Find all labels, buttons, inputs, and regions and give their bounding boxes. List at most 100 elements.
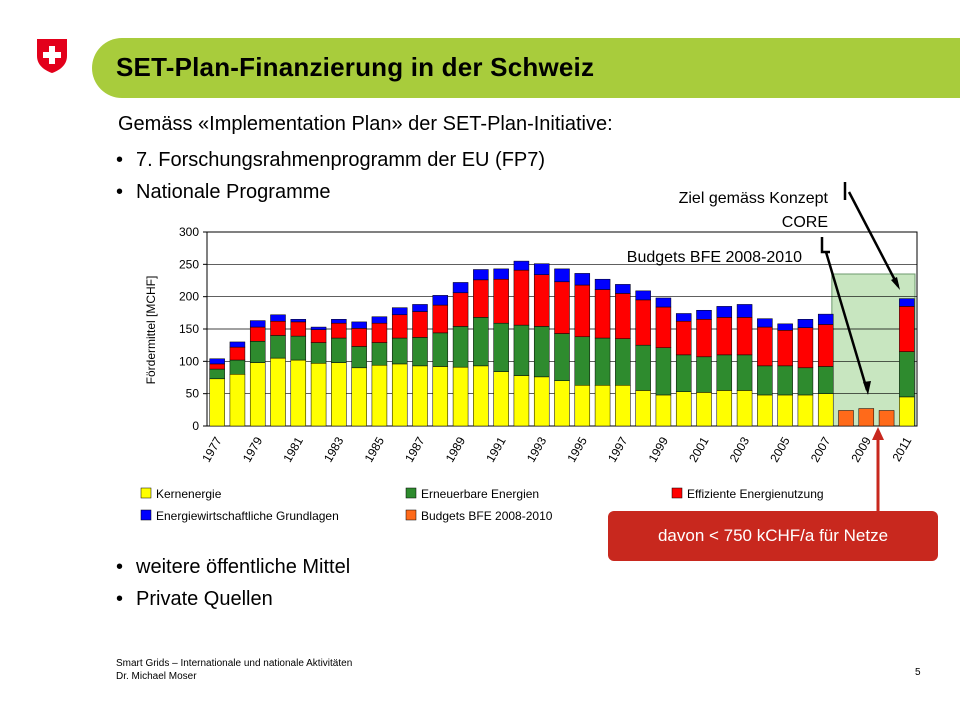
core-annotation-line2: CORE (781, 214, 828, 231)
bar-segment-effiziente-energienutzung (290, 321, 307, 337)
bar-segment-effiziente-energienutzung (635, 299, 651, 346)
bar-segment-effiziente-energienutzung (554, 281, 570, 334)
bar-segment-energiewirtschaftliche-grundlagen (757, 318, 773, 328)
bar-segment-energiewirtschaftliche-grundlagen (817, 313, 834, 325)
bar-segment-effiziente-energienutzung (696, 319, 712, 358)
budget-pointer-line (824, 251, 869, 391)
bar-segment-kernenergie (310, 363, 327, 427)
bar-segment-erneuerbare-energien (310, 342, 327, 364)
bullet-list-bottom: weitere öffentliche Mittel Private Quell… (116, 551, 350, 615)
bar-segment-effiziente-energienutzung (615, 293, 631, 339)
bar-segment-energiewirtschaftliche-grundlagen (229, 341, 246, 348)
bar-segment-kernenergie (331, 362, 347, 427)
bar-segment-kernenergie (716, 390, 733, 427)
y-tick-label: 150 (179, 322, 199, 336)
bar-segment-kernenergie (817, 393, 834, 427)
bar-segment-kernenergie (655, 394, 672, 427)
bar-segment-energiewirtschaftliche-grundlagen (533, 263, 550, 275)
y-axis-label: Fördermittel [MCHF] (144, 276, 158, 385)
bar-segment-effiziente-energienutzung (209, 363, 225, 370)
x-tick-label: 1979 (240, 434, 266, 464)
bar-segment-energiewirtschaftliche-grundlagen (290, 319, 307, 323)
bar-segment-energiewirtschaftliche-grundlagen (899, 298, 915, 307)
bar-segment-effiziente-energienutzung (757, 326, 773, 367)
bar-segment-erneuerbare-energien (270, 335, 286, 359)
bar-segment-energiewirtschaftliche-grundlagen (554, 268, 570, 283)
legend-label: Energiewirtschaftliche Grundlagen (156, 509, 339, 523)
legend-label: Erneuerbare Energien (421, 487, 539, 501)
bar-segment-effiziente-energienutzung (310, 329, 327, 343)
bar-segment-erneuerbare-energien (655, 347, 672, 396)
bar-segment-effiziente-energienutzung (513, 269, 530, 326)
bullet-item: weitere öffentliche Mittel (116, 551, 350, 583)
x-tick-label: 1977 (199, 434, 225, 464)
bar-segment-energiewirtschaftliche-grundlagen (513, 260, 530, 271)
bar-segment-energiewirtschaftliche-grundlagen (635, 290, 651, 301)
x-tick-label: 1987 (402, 434, 428, 464)
x-tick-label: 2011 (889, 434, 914, 464)
bar-segment-kernenergie (432, 366, 449, 427)
bar-segment-effiziente-energienutzung (270, 320, 286, 336)
bar-segment-effiziente-energienutzung (249, 326, 266, 342)
bar-segment-kernenergie (351, 367, 367, 427)
bar-segment-kernenergie (533, 376, 550, 427)
intro-text: Gemäss «Implementation Plan» der SET-Pla… (118, 113, 613, 135)
x-tick-label: 1989 (443, 434, 469, 464)
x-tick-label: 2001 (686, 434, 712, 464)
bar-segment-energiewirtschaftliche-grundlagen (391, 307, 408, 316)
budget-marker-line (820, 237, 830, 254)
legend-label: Effiziente Energienutzung (687, 487, 824, 501)
y-tick-label: 250 (179, 257, 199, 271)
bar-segment-kernenergie (554, 380, 570, 427)
bar-segment-erneuerbare-energien (533, 326, 550, 378)
bar-segment-erneuerbare-energien (493, 322, 509, 372)
bar-segment-budgets-bfe-2008-2010 (838, 410, 854, 427)
y-tick-label: 50 (186, 387, 200, 401)
bar-segment-kernenergie (675, 391, 692, 427)
callout-arrowhead (872, 427, 884, 440)
bar-segment-erneuerbare-energien (797, 367, 814, 396)
bar-segment-energiewirtschaftliche-grundlagen (310, 326, 327, 330)
bar-segment-energiewirtschaftliche-grundlagen (270, 314, 286, 322)
bar-segment-energiewirtschaftliche-grundlagen (736, 304, 753, 318)
y-tick-label: 200 (179, 290, 199, 304)
bar-segment-effiziente-energienutzung (574, 284, 591, 338)
bar-segment-energiewirtschaftliche-grundlagen (473, 269, 489, 281)
bar-segment-erneuerbare-energien (716, 354, 733, 391)
bar-segment-erneuerbare-energien (229, 359, 246, 375)
swiss-coat-of-arms-logo (37, 39, 67, 73)
bar-segment-erneuerbare-energien (371, 342, 388, 366)
bar-segment-kernenergie (249, 362, 266, 427)
bar-segment-energiewirtschaftliche-grundlagen (351, 321, 367, 329)
legend-label: Kernenergie (156, 487, 222, 501)
bar-segment-effiziente-energienutzung (817, 324, 834, 367)
bar-segment-effiziente-energienutzung (533, 274, 550, 327)
bar-segment-energiewirtschaftliche-grundlagen (797, 319, 814, 328)
bar-segment-energiewirtschaftliche-grundlagen (696, 309, 712, 320)
bar-segment-effiziente-energienutzung (716, 317, 733, 356)
bar-segment-kernenergie (594, 385, 611, 427)
bullet-item: Nationale Programme (116, 176, 545, 208)
bar-segment-energiewirtschaftliche-grundlagen (412, 304, 428, 312)
bar-segment-effiziente-energienutzung (655, 306, 672, 349)
bar-segment-energiewirtschaftliche-grundlagen (675, 313, 692, 322)
bar-segment-effiziente-energienutzung (675, 320, 692, 356)
legend-swatch (671, 487, 683, 499)
grid-funding-callout: davon < 750 kCHF/a für Netze (608, 511, 938, 561)
legend-label: Budgets BFE 2008-2010 (421, 509, 553, 523)
bar-segment-erneuerbare-energien (594, 337, 611, 386)
bar-segment-effiziente-energienutzung (331, 322, 347, 339)
x-tick-label: 1993 (524, 434, 550, 464)
bar-segment-erneuerbare-energien (554, 333, 570, 381)
x-tick-label: 2009 (848, 434, 874, 464)
footer-line1: Smart Grids – Internationale und nationa… (116, 658, 353, 669)
bar-segment-energiewirtschaftliche-grundlagen (655, 297, 672, 308)
bar-segment-kernenergie (513, 375, 530, 427)
bar-segment-energiewirtschaftliche-grundlagen (594, 278, 611, 290)
bar-segment-erneuerbare-energien (777, 365, 793, 396)
bar-segment-energiewirtschaftliche-grundlagen (615, 284, 631, 294)
bar-segment-budgets-bfe-2008-2010 (878, 410, 895, 427)
bar-segment-kernenergie (635, 390, 651, 427)
bar-segment-erneuerbare-energien (899, 351, 915, 398)
bar-segment-kernenergie (757, 394, 773, 427)
